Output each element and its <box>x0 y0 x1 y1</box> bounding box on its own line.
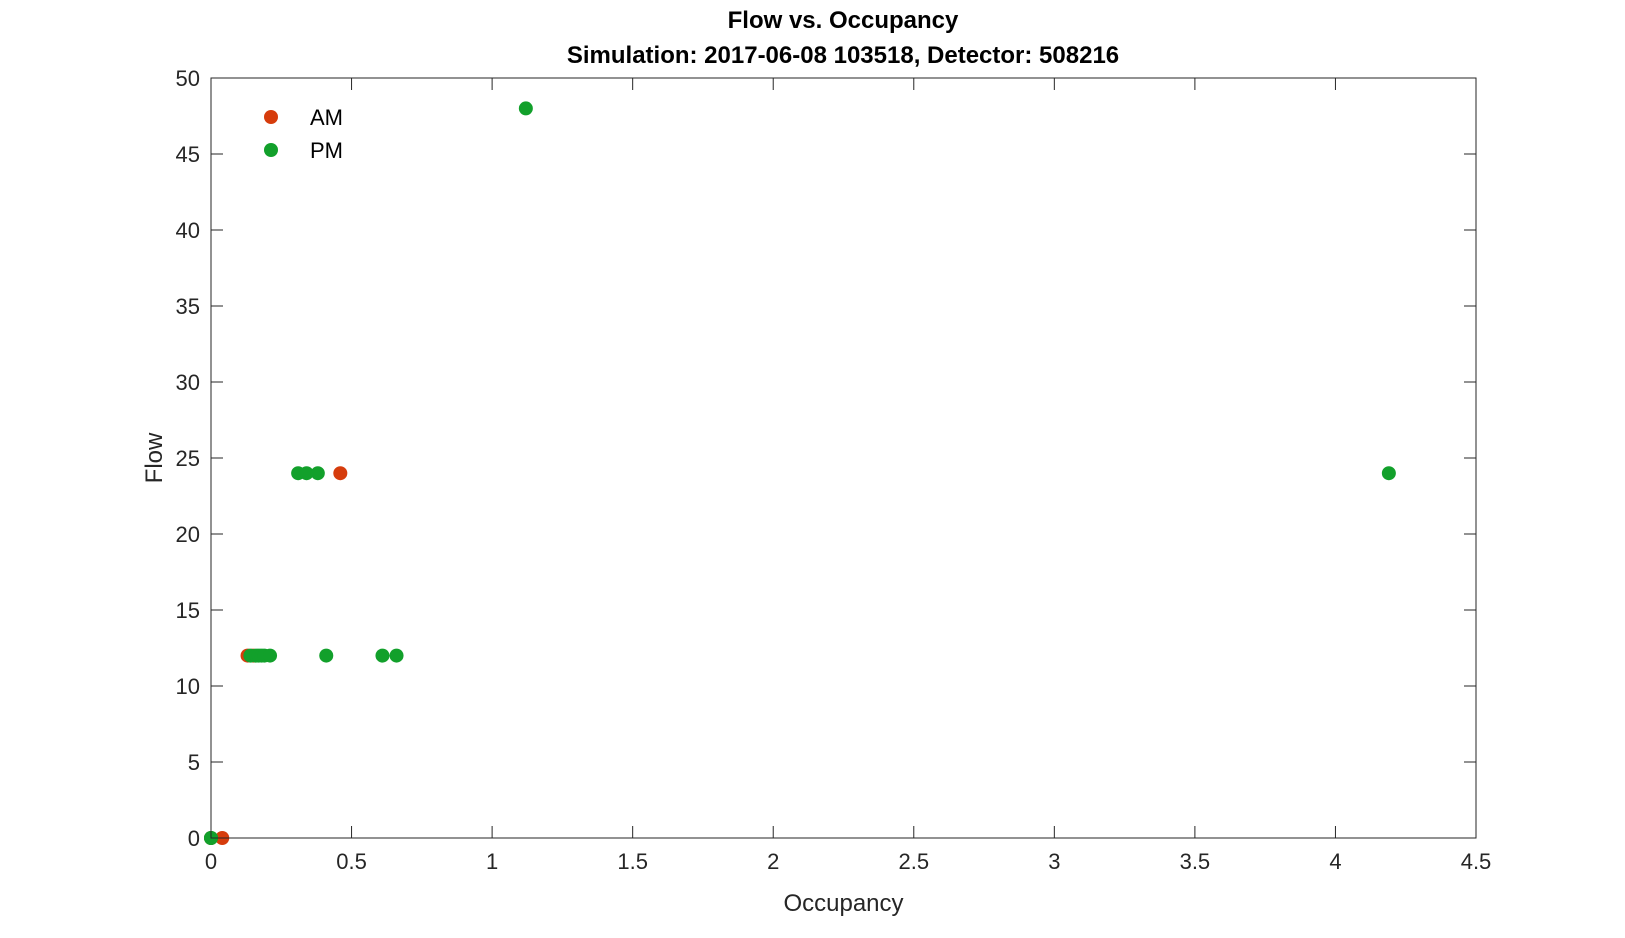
data-point-pm <box>310 466 325 481</box>
y-tick-label: 20 <box>176 522 200 547</box>
x-tick-label: 3 <box>1048 849 1060 874</box>
legend: AM PM <box>264 105 343 163</box>
y-tick-label: 0 <box>188 826 200 851</box>
x-tick-label: 4 <box>1329 849 1341 874</box>
y-tick-label: 5 <box>188 750 200 775</box>
data-point-pm <box>1381 466 1396 481</box>
y-tick-label: 15 <box>176 598 200 623</box>
points-layer <box>204 101 1396 845</box>
x-tick-label: 1 <box>486 849 498 874</box>
plot-area <box>211 78 1476 838</box>
x-tick-label: 0.5 <box>336 849 367 874</box>
x-tick-label: 4.5 <box>1461 849 1492 874</box>
data-point-pm <box>263 648 278 663</box>
data-point-pm <box>389 648 404 663</box>
legend-marker-pm <box>264 143 278 157</box>
series-pm <box>204 101 1396 845</box>
legend-marker-am <box>264 110 278 124</box>
y-axis-label: Flow <box>141 432 168 483</box>
y-tick-label: 10 <box>176 674 200 699</box>
legend-label-am: AM <box>310 105 343 130</box>
y-tick-label: 30 <box>176 370 200 395</box>
data-point-pm <box>319 648 334 663</box>
x-axis-label: Occupancy <box>783 890 903 917</box>
data-point-pm <box>375 648 390 663</box>
x-tick-label: 3.5 <box>1180 849 1211 874</box>
y-tick-label: 25 <box>176 446 200 471</box>
y-tick-label: 35 <box>176 294 200 319</box>
x-tick-label: 2.5 <box>898 849 929 874</box>
data-point-am <box>333 466 348 481</box>
y-tick-label: 50 <box>176 66 200 91</box>
legend-label-pm: PM <box>310 138 343 163</box>
y-tick-label: 40 <box>176 218 200 243</box>
chart-subtitle: Simulation: 2017-06-08 103518, Detector:… <box>567 42 1119 69</box>
chart-title: Flow vs. Occupancy <box>728 7 959 34</box>
x-tick-label: 2 <box>767 849 779 874</box>
y-tick-label: 45 <box>176 142 200 167</box>
ticks-layer: 0 0.5 1 1.5 2 2.5 3 3.5 4 4.5 0 5 10 15 20 25 30 35 40 45 50 <box>176 66 1492 874</box>
data-point-pm <box>518 101 533 116</box>
x-tick-label: 0 <box>205 849 217 874</box>
x-tick-label: 1.5 <box>617 849 648 874</box>
data-point-pm <box>299 466 314 481</box>
